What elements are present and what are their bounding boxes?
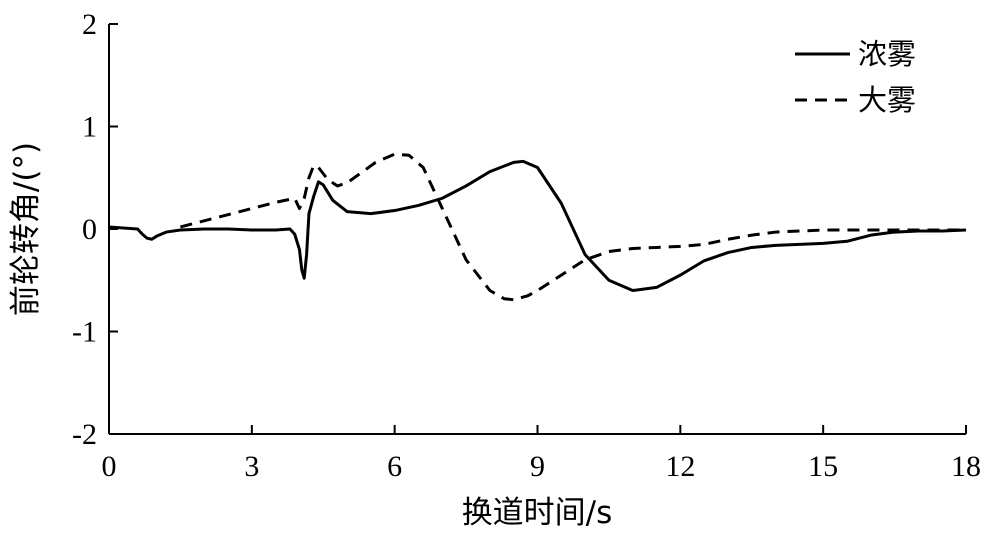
x-tick-label: 12 (665, 450, 695, 483)
x-tick-label: 3 (244, 450, 259, 483)
x-tick-label: 0 (102, 450, 117, 483)
x-tick-label: 18 (951, 450, 981, 483)
series-line-0 (108, 159, 967, 292)
legend: 浓雾 大雾 (795, 37, 916, 117)
y-tick-label: -2 (72, 418, 97, 451)
y-tick-label: 1 (82, 111, 97, 144)
y-axis-title: 前轮转角/(°) (8, 142, 44, 316)
x-tick-label: 6 (387, 450, 402, 483)
legend-label-series-0: 浓雾 (858, 37, 916, 71)
y-tick-label: 2 (82, 8, 97, 41)
y-tick-label: -1 (72, 316, 97, 349)
legend-label-series-1: 大雾 (858, 83, 916, 117)
x-tick-label: 9 (530, 450, 545, 483)
y-tick-label: 0 (82, 213, 97, 246)
series-line-1 (180, 152, 966, 302)
x-tick-label: 15 (808, 450, 838, 483)
series-layer (108, 152, 967, 302)
x-axis-title: 换道时间/s (462, 495, 613, 531)
